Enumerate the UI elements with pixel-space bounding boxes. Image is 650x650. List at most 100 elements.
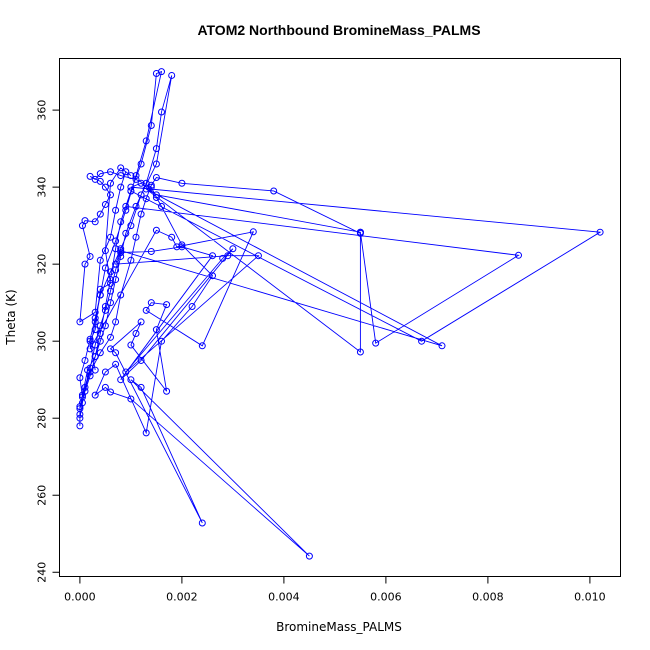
data-point: [596, 228, 604, 236]
data-point: [515, 251, 522, 259]
data-point: [96, 177, 104, 185]
data-point: [254, 252, 262, 260]
data-point: [96, 170, 104, 178]
data-point: [96, 329, 104, 337]
data-point: [78, 399, 86, 407]
data-point: [91, 391, 99, 399]
data-point: [147, 247, 155, 255]
data-point: [86, 337, 94, 345]
data-point: [178, 243, 186, 251]
data-point: [438, 342, 446, 350]
data-point: [86, 345, 94, 353]
data-point: [101, 183, 109, 191]
data-point: [107, 345, 114, 353]
data-point: [178, 241, 186, 249]
data-point: [356, 348, 364, 356]
data-point: [86, 372, 94, 380]
data-point: [91, 326, 99, 334]
data-point: [107, 287, 114, 295]
data-point: [101, 383, 109, 391]
data-point: [305, 552, 313, 560]
data-point: [112, 266, 120, 274]
data-point: [122, 229, 130, 237]
x-tick-label: 0.006: [370, 591, 402, 604]
data-point: [101, 303, 109, 311]
data-point: [107, 168, 114, 176]
data-point: [76, 422, 84, 430]
data-point: [132, 172, 140, 180]
data-point: [137, 318, 145, 326]
data-point: [158, 337, 165, 345]
data-point: [96, 337, 104, 345]
data-point: [270, 187, 278, 195]
data-point: [147, 183, 155, 191]
data-point: [96, 285, 104, 293]
data-point: [137, 179, 145, 187]
data-point: [372, 339, 380, 347]
data-point: [81, 383, 89, 391]
data-point: [158, 108, 165, 116]
data-point: [76, 374, 84, 382]
data-point: [209, 272, 216, 280]
data-point: [249, 228, 257, 236]
data-point: [188, 303, 196, 311]
data-point: [127, 187, 135, 195]
data-point: [229, 245, 237, 253]
data-point: [152, 145, 160, 153]
data-point: [81, 356, 89, 364]
data-point: [152, 194, 160, 202]
data-point: [107, 279, 114, 287]
data-point: [142, 137, 150, 145]
data-point: [168, 71, 176, 79]
data-point: [117, 376, 125, 384]
data-point: [356, 228, 364, 236]
plot-frame: [59, 58, 621, 577]
data-point: [101, 322, 109, 330]
x-tick-label: 0.000: [64, 591, 96, 604]
data-point: [142, 429, 150, 437]
data-point: [122, 202, 130, 210]
data-point: [117, 172, 125, 180]
data-point: [127, 172, 135, 180]
data-point: [96, 349, 104, 357]
data-point: [127, 256, 135, 264]
data-point: [137, 210, 145, 218]
data-point: [112, 360, 120, 368]
data-point: [152, 174, 160, 182]
y-tick-label: 240: [36, 562, 49, 583]
data-point: [101, 368, 109, 376]
data-point: [142, 195, 150, 203]
data-point: [107, 299, 114, 307]
data-point: [112, 276, 120, 284]
data-point: [147, 122, 155, 130]
data-point: [96, 210, 104, 218]
data-point: [147, 299, 155, 307]
x-tick-label: 0.002: [166, 591, 198, 604]
data-point: [117, 291, 125, 299]
data-point: [91, 353, 99, 361]
data-point: [132, 202, 140, 210]
data-point: [86, 252, 94, 260]
y-tick-label: 320: [36, 254, 49, 275]
data-point: [117, 245, 125, 253]
data-point: [107, 388, 114, 396]
data-point: [76, 414, 84, 422]
series-layer: [76, 68, 604, 560]
y-tick-label: 340: [36, 177, 49, 198]
chart-title: ATOM2 Northbound BromineMass_PALMS: [197, 22, 480, 38]
x-axis-label: BromineMass_PALMS: [276, 620, 402, 634]
data-point: [127, 183, 135, 191]
data-point: [91, 366, 99, 374]
data-point: [152, 191, 160, 199]
data-point: [178, 179, 186, 187]
data-point: [152, 326, 160, 334]
data-point: [163, 301, 171, 309]
data-point: [122, 368, 130, 376]
y-tick-label: 260: [36, 485, 49, 506]
y-axis: 240 260 280 300 320 340 360: [36, 100, 60, 583]
data-point: [418, 337, 426, 345]
y-tick-label: 360: [36, 100, 49, 121]
data-point: [122, 168, 130, 176]
data-point: [158, 68, 165, 76]
data-point: [107, 276, 114, 284]
